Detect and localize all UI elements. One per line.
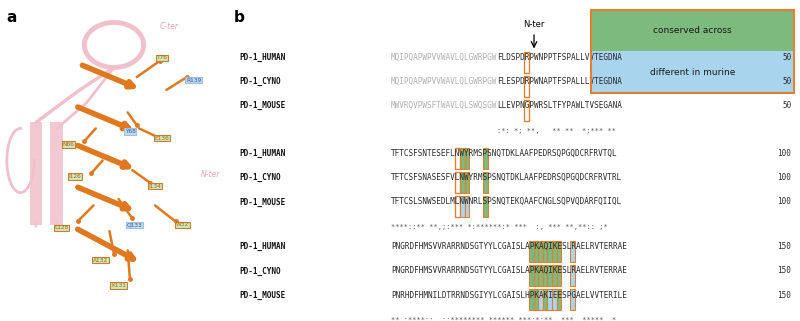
FancyBboxPatch shape (538, 265, 542, 286)
Text: N-ter: N-ter (201, 169, 220, 178)
Text: PD-1_MOUSE: PD-1_MOUSE (239, 197, 286, 206)
Text: 100: 100 (778, 149, 791, 158)
FancyBboxPatch shape (460, 196, 465, 217)
Text: PD-1_HUMAN: PD-1_HUMAN (239, 149, 286, 158)
FancyBboxPatch shape (483, 172, 487, 193)
Text: PD-1_CYNO: PD-1_CYNO (239, 266, 281, 275)
Text: W32: W32 (176, 222, 189, 227)
Text: I126: I126 (69, 174, 82, 179)
FancyBboxPatch shape (465, 148, 470, 169)
Text: K131: K131 (111, 283, 126, 288)
Text: PD-1_CYNO: PD-1_CYNO (239, 173, 281, 182)
Text: 150: 150 (778, 242, 791, 251)
FancyBboxPatch shape (483, 196, 487, 217)
FancyBboxPatch shape (483, 148, 487, 169)
FancyBboxPatch shape (534, 289, 538, 310)
FancyBboxPatch shape (534, 241, 538, 262)
Text: PD-1_CYNO: PD-1_CYNO (239, 77, 281, 86)
FancyBboxPatch shape (547, 241, 552, 262)
FancyBboxPatch shape (557, 289, 561, 310)
FancyBboxPatch shape (591, 10, 794, 51)
Text: MQIPQAPWPVVWAVLQLGWRPGW: MQIPQAPWPVVWAVLQLGWRPGW (391, 77, 498, 86)
Text: 100: 100 (778, 173, 791, 182)
FancyBboxPatch shape (552, 265, 557, 286)
FancyBboxPatch shape (591, 51, 794, 93)
Text: TFTCSFSNTESEFLNWYRMSPSNQTDKLAAFPEDRSQPGQDCRFRVTQL: TFTCSFSNTESEFLNWYRMSPSNQTDKLAAFPEDRSQPGQ… (391, 149, 618, 158)
Text: 50: 50 (782, 101, 791, 110)
Text: TFTCSFSNASESFVLNWYRMSPSNQTDKLAAFPEDRSQPGQDCRFRVTRL: TFTCSFSNASESFVLNWYRMSPSNQTDKLAAFPEDRSQPG… (391, 173, 622, 182)
FancyBboxPatch shape (534, 265, 538, 286)
Text: Y68: Y68 (125, 129, 135, 134)
Text: PD-1_MOUSE: PD-1_MOUSE (239, 291, 286, 299)
Text: FLDSPDRPWNPPTFSPALLVVTEGDNA: FLDSPDRPWNPPTFSPALLVVTEGDNA (497, 53, 622, 62)
Text: :*: *; **,   ** **  *;*** **: :*: *; **, ** ** *;*** ** (497, 128, 616, 134)
FancyBboxPatch shape (542, 265, 547, 286)
Text: 50: 50 (782, 77, 791, 86)
FancyBboxPatch shape (557, 265, 561, 286)
Text: PNRHDFHMNILDTRRNDSGIYYLCGAISLHPKAKIEESPGAELVVTERILE: PNRHDFHMNILDTRRNDSGIYYLCGAISLHPKAKIEESPG… (391, 291, 627, 299)
FancyBboxPatch shape (538, 241, 542, 262)
FancyBboxPatch shape (529, 265, 534, 286)
FancyBboxPatch shape (542, 289, 547, 310)
Text: 150: 150 (778, 291, 791, 299)
Text: N66: N66 (62, 142, 74, 147)
FancyBboxPatch shape (547, 265, 552, 286)
FancyBboxPatch shape (552, 241, 557, 262)
FancyBboxPatch shape (529, 241, 534, 262)
FancyBboxPatch shape (547, 289, 552, 310)
FancyBboxPatch shape (465, 172, 470, 193)
Text: TFTCSLSNWSEDLMLNWNRLSPSNQTEKQAAFCNGLSQPVQDARFQIIQL: TFTCSLSNWSEDLMLNWNRLSPSNQTEKQAAFCNGLSQPV… (391, 197, 622, 206)
Text: PD-1_HUMAN: PD-1_HUMAN (239, 242, 286, 251)
Text: T76: T76 (157, 55, 167, 60)
Text: MQIPQAPWPVVWAVLQLGWRPGW: MQIPQAPWPVVWAVLQLGWRPGW (391, 53, 498, 62)
Text: I134: I134 (149, 184, 162, 189)
FancyBboxPatch shape (538, 289, 542, 310)
Text: PNGRDFHMSVVRARRNDSGTYYLCGAISLAPKAQIKESLRAELRVTERRAE: PNGRDFHMSVVRARRNDSGTYYLCGAISLAPKAQIKESLR… (391, 242, 627, 251)
Text: C-ter: C-ter (159, 22, 178, 31)
Text: 150: 150 (778, 266, 791, 275)
FancyBboxPatch shape (542, 241, 547, 262)
FancyBboxPatch shape (50, 122, 62, 225)
FancyBboxPatch shape (552, 289, 557, 310)
FancyBboxPatch shape (570, 289, 575, 310)
Text: 100: 100 (778, 197, 791, 206)
FancyBboxPatch shape (465, 196, 470, 217)
Text: L128: L128 (54, 225, 69, 230)
Text: b: b (234, 10, 245, 25)
Text: MWVRQVPWSFTWAVLQLSWQSGW: MWVRQVPWSFTWAVLQLSWQSGW (391, 101, 498, 110)
Text: 50: 50 (782, 53, 791, 62)
Text: conserved across: conserved across (654, 26, 732, 35)
FancyBboxPatch shape (570, 241, 575, 262)
Text: a: a (7, 10, 18, 25)
FancyBboxPatch shape (460, 172, 465, 193)
Text: different in murine: different in murine (650, 68, 735, 77)
Text: FLESPDRPWNAPTFSPALLLVTEGDNA: FLESPDRPWNAPTFSPALLLVTEGDNA (497, 77, 622, 86)
Text: PNGRDFHMSVVRARRNDSGTYYLCGAISLAPKAQIKESLRAELRVTERRAE: PNGRDFHMSVVRARRNDSGTYYLCGAISLAPKAQIKESLR… (391, 266, 627, 275)
Text: A132: A132 (93, 257, 108, 263)
Text: PD-1_MOUSE: PD-1_MOUSE (239, 101, 286, 110)
Text: PD-1_HUMAN: PD-1_HUMAN (239, 53, 286, 62)
FancyBboxPatch shape (460, 148, 465, 169)
Text: N-ter: N-ter (523, 20, 545, 29)
Text: ** :****::  ;:******** ****** ***:*:**  ***  *****  *: ** :****:: ;:******** ****** ***:*:** **… (391, 317, 616, 321)
FancyBboxPatch shape (30, 122, 42, 225)
Text: ****::** **,;:*** *:******:* ***  :, *** **,**:: ;*: ****::** **,;:*** *:******:* *** :, *** … (391, 224, 608, 230)
FancyBboxPatch shape (529, 289, 534, 310)
FancyBboxPatch shape (557, 241, 561, 262)
Text: E136: E136 (154, 135, 170, 141)
Text: R139: R139 (186, 78, 202, 83)
Text: LLEVPNGPWRSLTFYPAWLTVSEGANA: LLEVPNGPWRSLTFYPAWLTVSEGANA (497, 101, 622, 110)
Text: Q133: Q133 (126, 222, 142, 227)
FancyBboxPatch shape (570, 265, 575, 286)
